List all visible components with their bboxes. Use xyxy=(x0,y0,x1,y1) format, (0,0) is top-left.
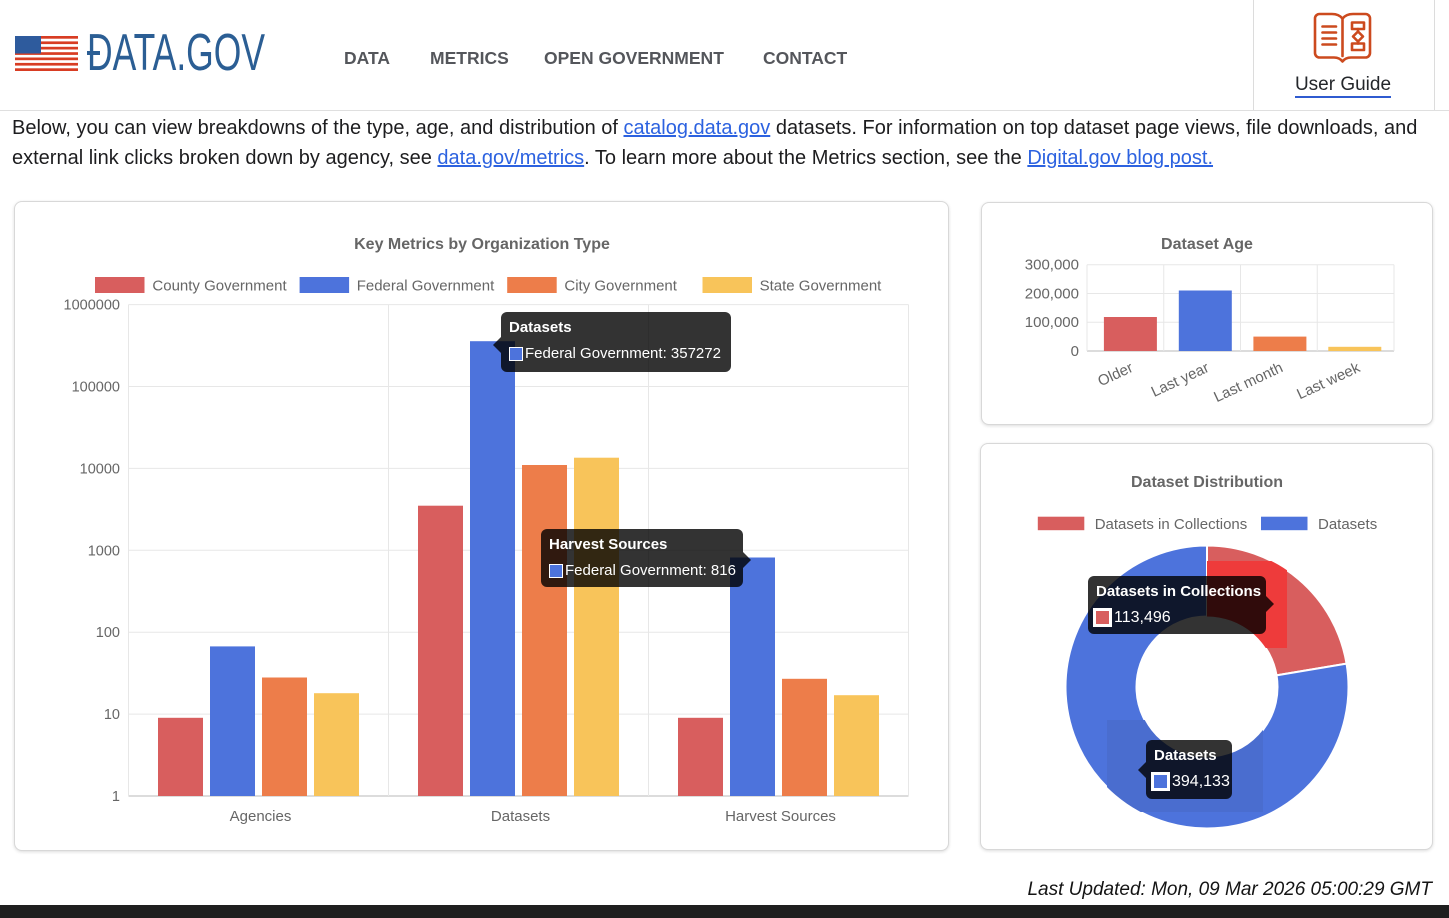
svg-text:10000: 10000 xyxy=(80,461,120,477)
svg-text:Key Metrics by Organization Ty: Key Metrics by Organization Type xyxy=(354,236,610,253)
svg-text:Last month: Last month xyxy=(1211,359,1285,406)
svg-text:State Government: State Government xyxy=(760,278,883,295)
svg-text:100000: 100000 xyxy=(72,380,120,396)
svg-text:300,000: 300,000 xyxy=(1025,257,1079,274)
svg-text:100,000: 100,000 xyxy=(1025,314,1079,331)
svg-text:Older: Older xyxy=(1095,359,1135,390)
svg-text:1: 1 xyxy=(112,789,120,805)
svg-text:10: 10 xyxy=(104,707,120,723)
svg-text:1000000: 1000000 xyxy=(64,298,120,314)
svg-text:1000: 1000 xyxy=(88,543,120,559)
svg-text:100: 100 xyxy=(96,625,120,641)
svg-text:Dataset Age: Dataset Age xyxy=(1161,236,1253,253)
svg-text:Datasets in Collections: Datasets in Collections xyxy=(1095,516,1248,533)
svg-text:County Government: County Government xyxy=(152,278,287,295)
svg-text:Dataset Distribution: Dataset Distribution xyxy=(1131,474,1283,491)
svg-text:Federal Government: Federal Government xyxy=(357,278,495,295)
svg-text:Last week: Last week xyxy=(1294,359,1363,403)
svg-text:Last year: Last year xyxy=(1149,359,1212,400)
svg-text:Datasets: Datasets xyxy=(1318,516,1377,533)
svg-text:0: 0 xyxy=(1071,343,1079,360)
svg-text:Datasets: Datasets xyxy=(491,808,550,825)
svg-text:Agencies: Agencies xyxy=(230,808,292,825)
svg-text:200,000: 200,000 xyxy=(1025,286,1079,303)
svg-text:Harvest Sources: Harvest Sources xyxy=(725,808,836,825)
svg-text:City Government: City Government xyxy=(564,278,677,295)
